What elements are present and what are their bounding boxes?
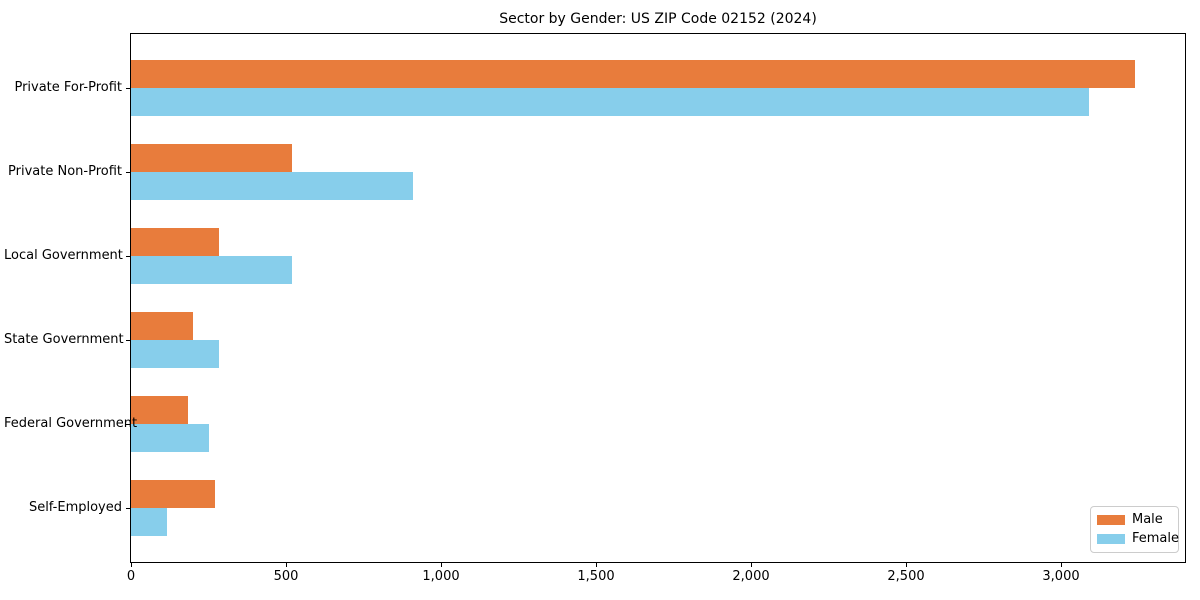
y-tick-label-3: State Government: [4, 331, 124, 347]
bar-male-0: [131, 59, 1136, 88]
x-tick-label-1: 500: [273, 569, 299, 584]
y-tick-mark: [126, 87, 130, 89]
legend-item-female: Female: [1097, 532, 1179, 546]
legend-label-female: Female: [1132, 531, 1180, 546]
y-tick-mark: [126, 507, 130, 509]
bar-male-4: [131, 395, 189, 424]
bar-male-5: [131, 479, 215, 508]
chart-title: Sector by Gender: US ZIP Code 02152 (202…: [499, 11, 817, 27]
x-tick-label-6: 3,000: [1042, 569, 1080, 584]
x-tick-mark: [751, 563, 752, 567]
bar-female-3: [131, 339, 220, 368]
y-tick-label-2: Local Government: [4, 247, 123, 263]
x-tick-mark: [906, 563, 907, 567]
plot-area: [130, 33, 1186, 563]
y-tick-label-0: Private For-Profit: [14, 79, 122, 95]
y-tick-mark: [126, 339, 130, 341]
x-tick-mark: [286, 563, 287, 567]
bar-male-1: [131, 143, 293, 172]
legend: Male Female: [1090, 506, 1179, 553]
x-tick-label-0: 0: [126, 569, 136, 584]
legend-label-male: Male: [1132, 512, 1163, 527]
bar-female-4: [131, 423, 209, 452]
x-tick-label-2: 1,000: [422, 569, 460, 584]
bar-female-0: [131, 87, 1089, 116]
x-tick-mark: [131, 563, 132, 567]
x-tick-mark: [1061, 563, 1062, 567]
y-tick-label-5: Self-Employed: [28, 499, 122, 515]
x-tick-label-5: 2,500: [887, 569, 925, 584]
y-tick-mark: [126, 423, 130, 425]
bar-male-3: [131, 311, 193, 340]
y-tick-mark: [126, 171, 130, 173]
x-tick-label-3: 1,500: [577, 569, 615, 584]
bar-female-2: [131, 255, 293, 284]
bar-female-1: [131, 171, 414, 200]
x-tick-mark: [596, 563, 597, 567]
y-tick-mark: [126, 255, 130, 257]
x-tick-label-4: 2,000: [732, 569, 770, 584]
y-tick-label-1: Private Non-Profit: [8, 163, 122, 179]
bar-female-5: [131, 507, 167, 536]
bar-male-2: [131, 227, 220, 256]
female-swatch-icon: [1097, 534, 1125, 544]
y-tick-label-4: Federal Government: [4, 415, 138, 431]
x-tick-mark: [441, 563, 442, 567]
male-swatch-icon: [1097, 515, 1125, 525]
legend-item-male: Male: [1097, 513, 1172, 527]
